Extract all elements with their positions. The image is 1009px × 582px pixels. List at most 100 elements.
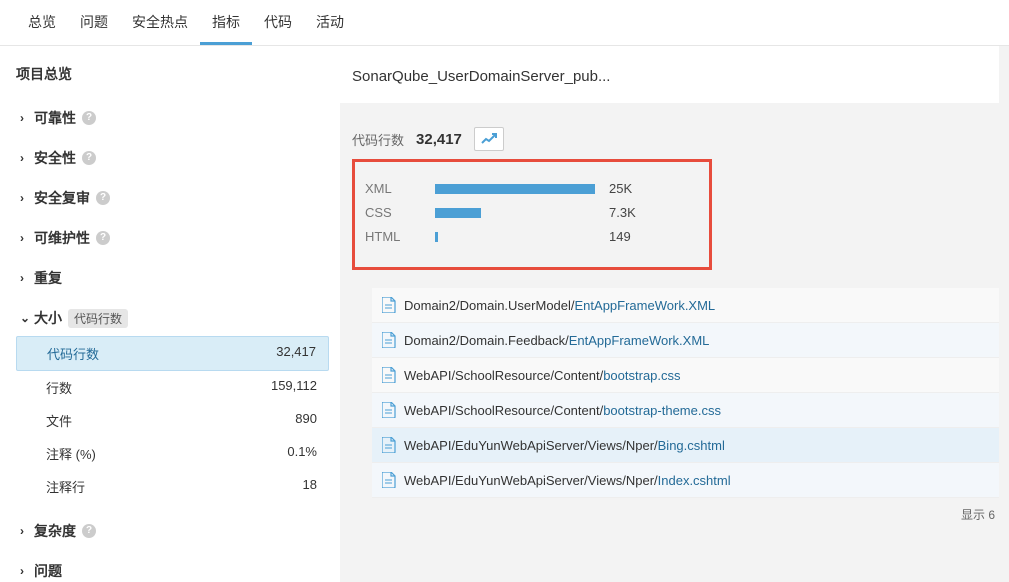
trend-button[interactable] bbox=[474, 127, 504, 151]
metric-item-label: 代码行数 bbox=[47, 344, 99, 363]
tab-bar: 总览问题安全热点指标代码活动 bbox=[0, 0, 1009, 46]
sidebar: 项目总览 ›可靠性?›安全性?›安全复审?›可维护性?›重复⌄大小代码行数代码行… bbox=[0, 46, 340, 582]
language-value: 149 bbox=[609, 229, 631, 244]
language-row: HTML 149 bbox=[365, 229, 689, 244]
file-name-link[interactable]: bootstrap.css bbox=[603, 368, 680, 383]
metric-item-value: 0.1% bbox=[287, 444, 317, 463]
category-label: 可维护性 bbox=[34, 228, 90, 248]
metric-item[interactable]: 注释 (%) 0.1% bbox=[16, 437, 329, 470]
help-icon[interactable]: ? bbox=[82, 111, 96, 125]
tab-4[interactable]: 代码 bbox=[252, 0, 304, 45]
category-head[interactable]: ›可维护性? bbox=[16, 220, 329, 256]
file-path: Domain2/Domain.UserModel/EntAppFrameWork… bbox=[404, 298, 715, 313]
category-head[interactable]: ›问题 bbox=[16, 553, 329, 582]
chevron-right-icon: › bbox=[20, 231, 34, 245]
category-label: 问题 bbox=[34, 561, 62, 581]
metric-item[interactable]: 行数 159,112 bbox=[16, 371, 329, 404]
help-icon[interactable]: ? bbox=[82, 524, 96, 538]
tab-5[interactable]: 活动 bbox=[304, 0, 356, 45]
file-name-link[interactable]: EntAppFrameWork.XML bbox=[575, 298, 716, 313]
file-row[interactable]: Domain2/Domain.UserModel/EntAppFrameWork… bbox=[372, 288, 999, 323]
languages-box: XML 25K CSS 7.3K HTML 149 bbox=[352, 159, 712, 270]
language-value: 25K bbox=[609, 181, 632, 196]
category-badge: 代码行数 bbox=[68, 309, 128, 328]
file-path: Domain2/Domain.Feedback/EntAppFrameWork.… bbox=[404, 333, 709, 348]
chevron-right-icon: › bbox=[20, 271, 34, 285]
file-name-link[interactable]: Bing.cshtml bbox=[658, 438, 725, 453]
file-name-link[interactable]: Index.cshtml bbox=[658, 473, 731, 488]
language-row: CSS 7.3K bbox=[365, 205, 689, 220]
file-icon bbox=[382, 297, 396, 313]
help-icon[interactable]: ? bbox=[82, 151, 96, 165]
category-head[interactable]: ›重复 bbox=[16, 260, 329, 296]
file-path: WebAPI/SchoolResource/Content/bootstrap-… bbox=[404, 403, 721, 418]
chevron-down-icon: ⌄ bbox=[20, 311, 34, 325]
language-bar-wrap bbox=[435, 208, 595, 218]
category-head[interactable]: ›安全性? bbox=[16, 140, 329, 176]
file-path: WebAPI/EduYunWebApiServer/Views/Nper/Ind… bbox=[404, 473, 731, 488]
file-list: Domain2/Domain.UserModel/EntAppFrameWork… bbox=[352, 288, 999, 498]
category-label: 重复 bbox=[34, 268, 62, 288]
chevron-right-icon: › bbox=[20, 151, 34, 165]
file-name-link[interactable]: bootstrap-theme.css bbox=[603, 403, 721, 418]
file-row[interactable]: WebAPI/EduYunWebApiServer/Views/Nper/Ind… bbox=[372, 463, 999, 498]
metric-item[interactable]: 注释行 18 bbox=[16, 470, 329, 503]
metric-value: 32,417 bbox=[416, 131, 462, 148]
tab-0[interactable]: 总览 bbox=[16, 0, 68, 45]
language-bar bbox=[435, 184, 595, 194]
footer-note: 显示 6 bbox=[352, 498, 999, 531]
sidebar-title: 项目总览 bbox=[16, 64, 329, 84]
file-row[interactable]: WebAPI/SchoolResource/Content/bootstrap-… bbox=[372, 393, 999, 428]
language-bar bbox=[435, 208, 481, 218]
file-row[interactable]: WebAPI/SchoolResource/Content/bootstrap.… bbox=[372, 358, 999, 393]
category-head[interactable]: ⌄大小代码行数 bbox=[16, 300, 329, 336]
tab-2[interactable]: 安全热点 bbox=[120, 0, 200, 45]
file-row[interactable]: WebAPI/EduYunWebApiServer/Views/Nper/Bin… bbox=[372, 428, 999, 463]
category-head[interactable]: ›可靠性? bbox=[16, 100, 329, 136]
file-icon bbox=[382, 402, 396, 418]
language-bar-wrap bbox=[435, 232, 595, 242]
file-icon bbox=[382, 437, 396, 453]
breadcrumb[interactable]: SonarQube_UserDomainServer_pub... bbox=[340, 46, 999, 103]
category-label: 安全复审 bbox=[34, 188, 90, 208]
metric-item-label: 注释行 bbox=[46, 477, 85, 496]
metric-item-value: 890 bbox=[295, 411, 317, 430]
file-path: WebAPI/EduYunWebApiServer/Views/Nper/Bin… bbox=[404, 438, 725, 453]
category-label: 安全性 bbox=[34, 148, 76, 168]
metric-item-label: 注释 (%) bbox=[46, 444, 96, 463]
language-bar-wrap bbox=[435, 184, 595, 194]
language-name: CSS bbox=[365, 205, 435, 220]
category-label: 大小 bbox=[34, 308, 62, 328]
metric-item[interactable]: 文件 890 bbox=[16, 404, 329, 437]
category-head[interactable]: ›复杂度? bbox=[16, 513, 329, 549]
language-row: XML 25K bbox=[365, 181, 689, 196]
file-row[interactable]: Domain2/Domain.Feedback/EntAppFrameWork.… bbox=[372, 323, 999, 358]
category-head[interactable]: ›安全复审? bbox=[16, 180, 329, 216]
file-icon bbox=[382, 332, 396, 348]
metric-item[interactable]: 代码行数 32,417 bbox=[16, 336, 329, 371]
metric-item-value: 159,112 bbox=[271, 378, 317, 397]
category-label: 复杂度 bbox=[34, 521, 76, 541]
metric-label: 代码行数 bbox=[352, 130, 404, 149]
metric-item-value: 32,417 bbox=[276, 344, 316, 363]
help-icon[interactable]: ? bbox=[96, 231, 110, 245]
file-icon bbox=[382, 472, 396, 488]
metric-item-value: 18 bbox=[303, 477, 317, 496]
file-path: WebAPI/SchoolResource/Content/bootstrap.… bbox=[404, 368, 681, 383]
chevron-right-icon: › bbox=[20, 524, 34, 538]
metric-item-label: 行数 bbox=[46, 378, 72, 397]
help-icon[interactable]: ? bbox=[96, 191, 110, 205]
language-name: XML bbox=[365, 181, 435, 196]
metric-item-label: 文件 bbox=[46, 411, 72, 430]
chevron-right-icon: › bbox=[20, 191, 34, 205]
language-name: HTML bbox=[365, 229, 435, 244]
tab-3[interactable]: 指标 bbox=[200, 0, 252, 45]
category-label: 可靠性 bbox=[34, 108, 76, 128]
main-panel: SonarQube_UserDomainServer_pub... 代码行数 3… bbox=[340, 46, 1009, 582]
chevron-right-icon: › bbox=[20, 111, 34, 125]
tab-1[interactable]: 问题 bbox=[68, 0, 120, 45]
file-name-link[interactable]: EntAppFrameWork.XML bbox=[569, 333, 710, 348]
chevron-right-icon: › bbox=[20, 564, 34, 578]
language-value: 7.3K bbox=[609, 205, 636, 220]
file-icon bbox=[382, 367, 396, 383]
